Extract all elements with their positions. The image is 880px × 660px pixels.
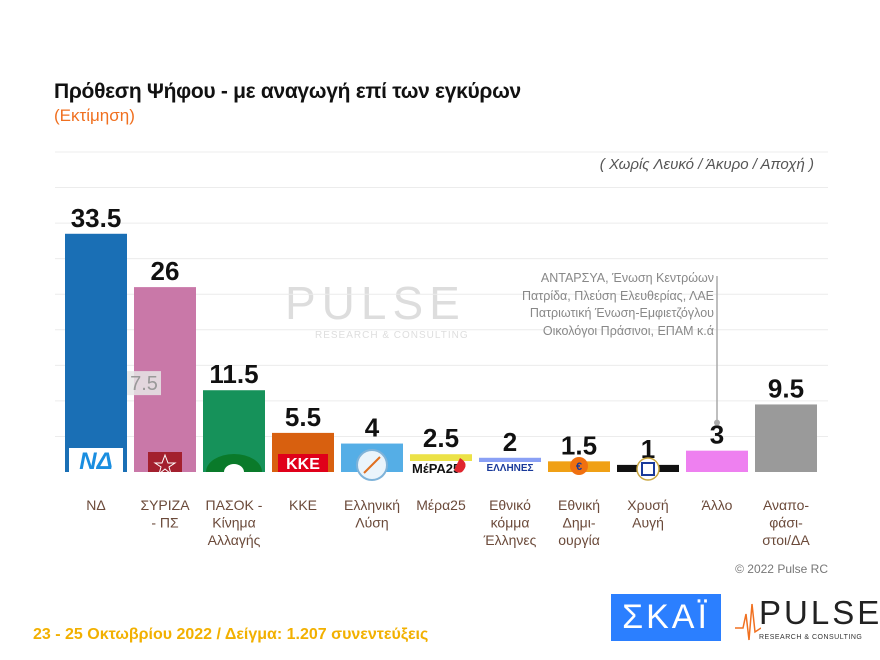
category-label: ουργία [558, 532, 600, 548]
category-label: Αυγή [632, 515, 664, 531]
nd-logo-icon [69, 448, 123, 472]
category-label: Λύση [355, 515, 388, 531]
pasok-sun-center-icon [224, 464, 244, 472]
other-note-line: Οικολόγοι Πράσινοι, ΕΠΑΜ κ.ά [542, 324, 714, 339]
other-note-line: ΑΝΤΑΡΣΥΑ, Ένωση Κεντρώων [540, 271, 714, 285]
syriza-logo-icon [148, 452, 182, 472]
category-label: Κίνημα [212, 515, 255, 531]
bar [755, 404, 817, 472]
value-label: 9.5 [768, 373, 804, 403]
category-label: Ελληνική [344, 497, 400, 513]
category-label: Μέρα25 [416, 497, 466, 513]
category-label: ΝΔ [86, 497, 105, 513]
watermark-word: PULSE [285, 277, 466, 329]
mera25-logo-bg [410, 461, 472, 472]
other-parties-note: ΑΝΤΑΡΣΥΑ, Ένωση Κεντρώων Πατρίδα, Πλεύση… [522, 270, 714, 341]
category-label: - ΠΣ [151, 515, 179, 531]
ellines-logo-bg [479, 462, 541, 474]
bar [65, 233, 127, 472]
value-label: 26 [151, 256, 180, 286]
ellines-logo-text: ΕΛΛΗΝΕΣ [486, 463, 533, 474]
value-label: 2.5 [423, 423, 459, 453]
pulse-logo-sub: RESEARCH & CONSULTING [759, 634, 863, 641]
kke-logo-icon [278, 454, 328, 472]
category-label: Άλλο [702, 497, 733, 513]
chart-note: ( Χωρίς Λευκό / Άκυρο / Αποχή ) [599, 156, 814, 173]
ethniki-dimiourgia-icon [570, 457, 588, 475]
syriza-star-icon [153, 453, 177, 476]
kke-logo-text: ΚΚΕ [286, 456, 320, 473]
value-label: 1 [641, 434, 655, 464]
gap-annotation-box [127, 371, 161, 396]
chart-subtitle: (Εκτίμηση) [54, 106, 135, 125]
copyright: © 2022 Pulse RC [735, 562, 828, 576]
value-label: 5.5 [285, 402, 321, 432]
mera25-logo-text: ΜέΡΑ25 [412, 461, 460, 476]
value-label: 2 [503, 427, 517, 457]
ethniki-dimiourgia-glyph: € [576, 461, 582, 473]
value-label: 3 [710, 420, 724, 450]
compass-needle-icon [363, 456, 381, 474]
pulse-heartbeat-icon [735, 603, 761, 641]
value-label: 11.5 [209, 359, 258, 389]
other-note-line: Πατριωτική Ένωση-Εμφιετζόγλου [529, 306, 714, 321]
category-label: ΠΑΣΟΚ - [206, 497, 263, 513]
pulse-logo: PULSE RESEARCH & CONSULTING [735, 594, 879, 644]
pasok-sun-icon [206, 454, 262, 472]
value-label: 1.5 [561, 430, 597, 460]
skai-logo: ΣΚΑΪ [611, 594, 721, 641]
value-label: 4 [365, 413, 380, 443]
pulse-watermark: PULSE RESEARCH & CONSULTING [285, 276, 469, 341]
footer-survey-info: 23 - 25 Οκτωβρίου 2022 / Δείγμα: 1.207 σ… [33, 626, 429, 643]
category-label: κόμμα [491, 515, 530, 531]
other-note-connector-dot [714, 419, 720, 426]
category-label: Εθνική [558, 497, 600, 513]
golden-dawn-meander-icon [641, 462, 655, 476]
category-label: φάσι- [769, 515, 803, 531]
category-label: Δημι- [563, 515, 596, 531]
gap-annotation: 7.5 [130, 373, 158, 395]
other-note-line: Πατρίδα, Πλεύση Ελευθερίας, ΛΑΕ [522, 288, 714, 303]
mera25-swallow-icon [454, 458, 466, 473]
nd-logo-text: ΝΔ [79, 448, 112, 475]
chart-title: Πρόθεση Ψήφου - με αναγωγή επί των εγκύρ… [54, 80, 521, 103]
category-label: Εθνικό [489, 497, 531, 513]
golden-dawn-emblem-icon [636, 457, 660, 481]
category-label: ΣΥΡΙΖΑ [140, 497, 190, 513]
category-label: Αναπο- [763, 497, 809, 513]
category-label: Χρυσή [627, 497, 668, 513]
category-label: στοι/ΔΑ [762, 532, 810, 548]
category-label: ΚΚΕ [289, 497, 317, 513]
category-label: Έλληνες [483, 532, 537, 548]
watermark-sub: RESEARCH & CONSULTING [315, 330, 469, 341]
value-label: 33.5 [71, 203, 122, 233]
pulse-logo-word: PULSE [759, 594, 880, 631]
bar [686, 450, 748, 472]
category-label: Αλλαγής [208, 532, 261, 548]
